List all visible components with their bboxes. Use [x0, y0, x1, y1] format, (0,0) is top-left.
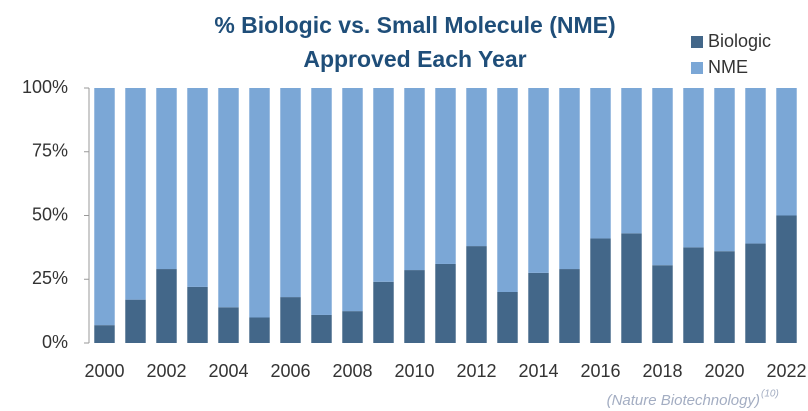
- bar-segment: [683, 88, 704, 248]
- source-note: (Nature Biotechnology): [607, 392, 760, 409]
- bar-segment: [466, 88, 487, 247]
- x-tick-label: 2022: [766, 361, 806, 381]
- bar-segment: [621, 88, 642, 234]
- bar-segment: [559, 269, 580, 343]
- x-tick-label: 2016: [580, 361, 620, 381]
- bar-segment: [714, 88, 735, 252]
- bar-segment: [776, 88, 797, 216]
- legend-label: Biologic: [708, 31, 771, 51]
- y-tick-label: 25%: [32, 268, 68, 288]
- bar-segment: [94, 88, 115, 326]
- legend-swatch: [691, 36, 703, 48]
- bar-segment: [187, 88, 208, 287]
- bar-segment: [311, 314, 332, 343]
- bar-segment: [745, 88, 766, 244]
- bar-segment: [559, 88, 580, 270]
- bar-segment: [466, 246, 487, 343]
- x-tick-label: 2002: [146, 361, 186, 381]
- bar-segment: [156, 269, 177, 343]
- x-tick-label: 2008: [332, 361, 372, 381]
- bar-segment: [311, 88, 332, 315]
- bar-segment: [218, 88, 239, 308]
- bar-segment: [187, 286, 208, 343]
- chart-title: Approved Each Year: [303, 46, 526, 72]
- bar-segment: [156, 88, 177, 270]
- bar-segment: [94, 325, 115, 343]
- x-tick-label: 2020: [704, 361, 744, 381]
- bar-segment: [621, 233, 642, 343]
- bar-segment: [280, 88, 301, 298]
- bar-segment: [404, 270, 425, 343]
- bar-segment: [714, 251, 735, 343]
- x-tick-label: 2006: [270, 361, 310, 381]
- bar-segment: [497, 292, 518, 343]
- bar-segment: [373, 281, 394, 343]
- bar-segment: [435, 88, 456, 264]
- bar-segment: [683, 247, 704, 343]
- bar-segment: [590, 238, 611, 343]
- bar-segment: [125, 299, 146, 343]
- x-tick-label: 2010: [394, 361, 434, 381]
- bar-segment: [373, 88, 394, 282]
- x-tick-label: 2014: [518, 361, 558, 381]
- bar-segment: [280, 297, 301, 343]
- x-tick-label: 2004: [208, 361, 248, 381]
- x-tick-label: 2012: [456, 361, 496, 381]
- bar-segment: [652, 265, 673, 343]
- legend-label: NME: [708, 57, 748, 77]
- y-tick-label: 0%: [42, 332, 68, 352]
- bar-segment: [404, 88, 425, 271]
- bar-segment: [125, 88, 146, 300]
- bar-segment: [435, 263, 456, 343]
- bar-segment: [528, 88, 549, 273]
- chart-title: % Biologic vs. Small Molecule (NME): [214, 12, 615, 38]
- bar-segment: [528, 272, 549, 343]
- bar-segment: [249, 88, 270, 318]
- bar-segment: [745, 243, 766, 343]
- y-tick-label: 50%: [32, 204, 68, 224]
- bar-segment: [249, 317, 270, 343]
- bar-segment: [652, 88, 673, 266]
- x-tick-label: 2000: [84, 361, 124, 381]
- bar-segment: [218, 307, 239, 343]
- bar-segment: [342, 311, 363, 343]
- bar-segment: [776, 215, 797, 343]
- y-tick-label: 75%: [32, 141, 68, 161]
- x-tick-label: 2018: [642, 361, 682, 381]
- bar-segment: [497, 88, 518, 292]
- bar-segment: [342, 88, 363, 312]
- legend-swatch: [691, 62, 703, 74]
- y-tick-label: 100%: [22, 77, 68, 97]
- bar-segment: [590, 88, 611, 239]
- source-ref: (10): [761, 389, 779, 400]
